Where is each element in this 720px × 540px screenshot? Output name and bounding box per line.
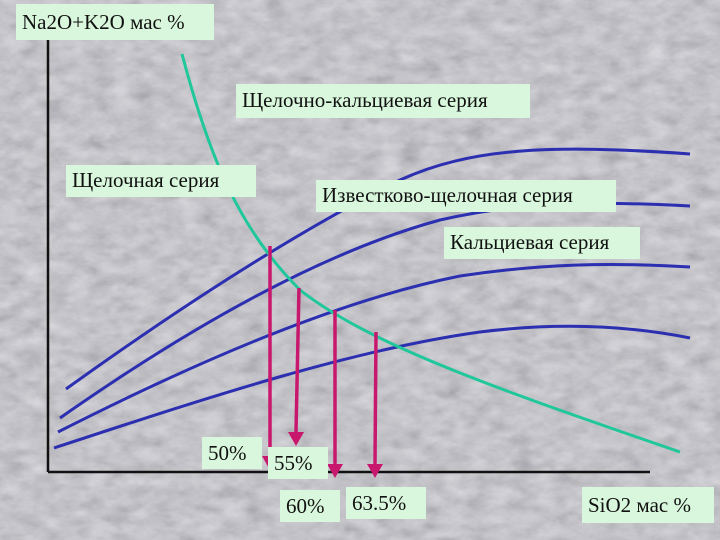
y-axis-title: Na2O+K2O мас % bbox=[16, 4, 214, 40]
drop-arrow-60 bbox=[327, 310, 343, 478]
series-label-calc-alkaline: Известково-щелочная серия bbox=[316, 180, 616, 212]
x-axis-title: SiO2 мас % bbox=[582, 487, 714, 523]
curve-calcic bbox=[57, 262, 691, 434]
intersection-label-635: 63.5% bbox=[346, 487, 426, 519]
intersection-label-60: 60% bbox=[280, 490, 340, 522]
series-label-alkaline: Щелочная серия bbox=[66, 165, 256, 197]
series-label-alkaline-calcic: Щелочно-кальциевая серия bbox=[236, 84, 530, 118]
intersection-label-50: 50% bbox=[202, 437, 262, 469]
drop-arrow-635 bbox=[367, 331, 383, 478]
drop-arrow-55 bbox=[288, 287, 304, 446]
intersection-label-55: 55% bbox=[268, 447, 328, 479]
series-label-calcic: Кальциевая серия bbox=[444, 227, 640, 259]
boundary-curve bbox=[180, 53, 681, 454]
curve-lowest bbox=[53, 324, 691, 450]
drop-arrow-50 bbox=[262, 246, 278, 470]
